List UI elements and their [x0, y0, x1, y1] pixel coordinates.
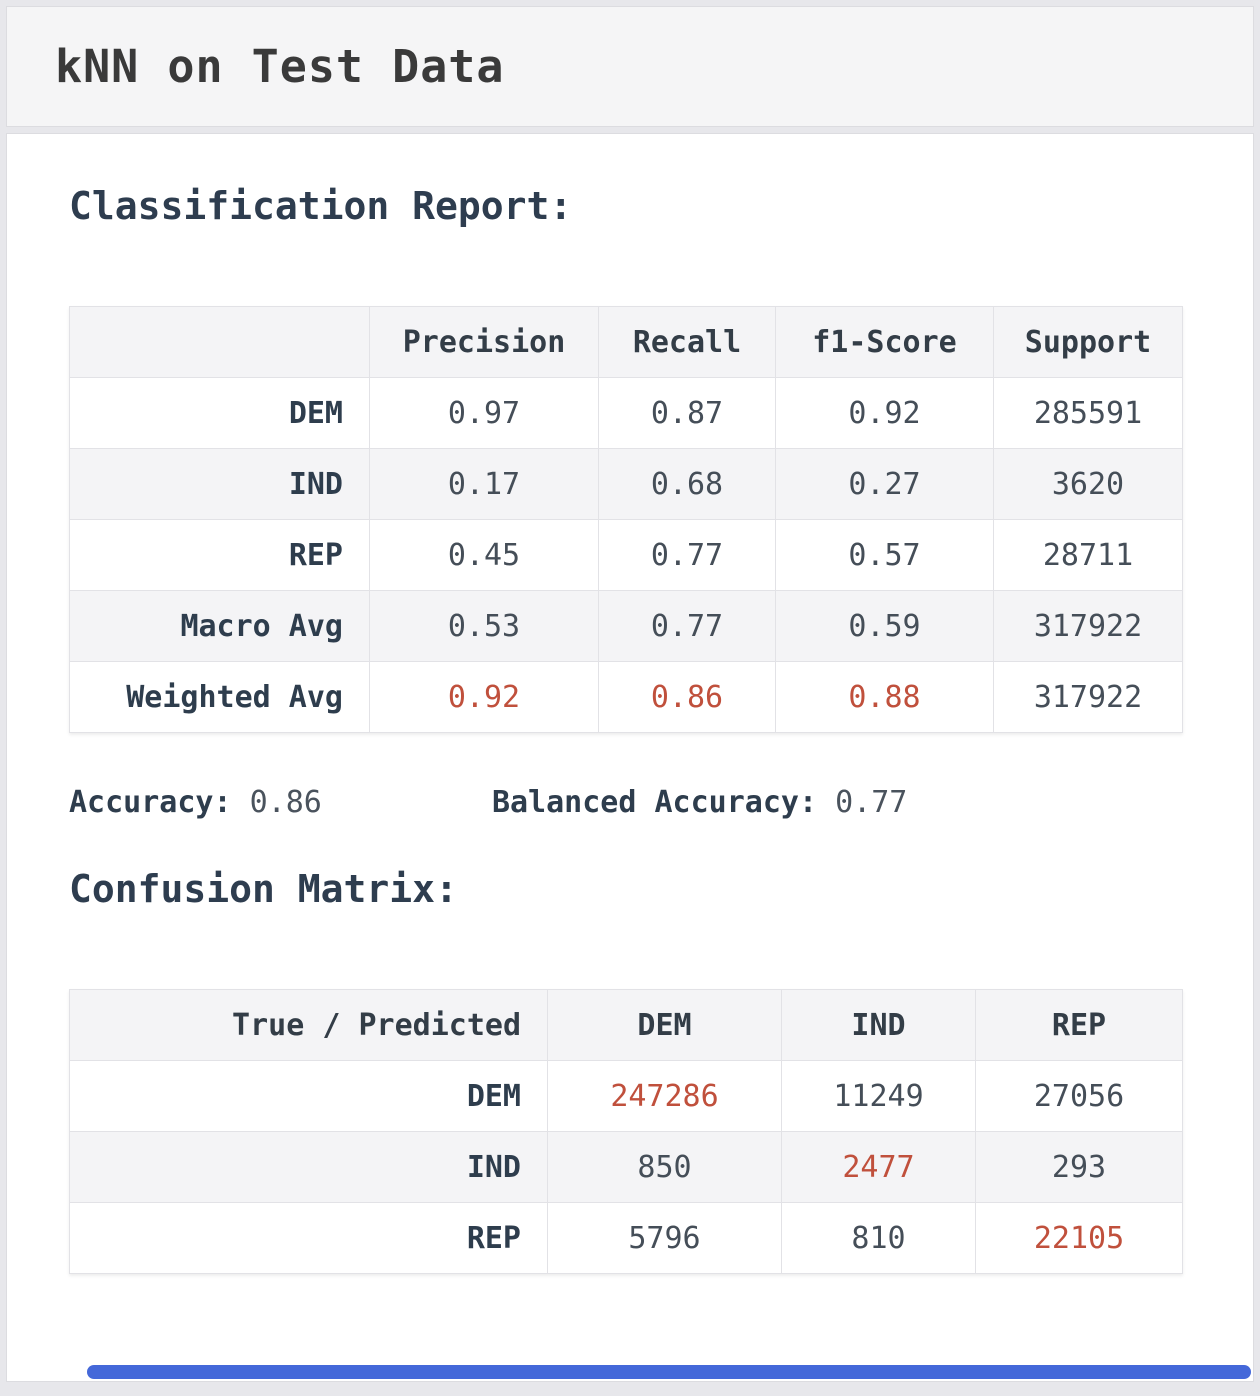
confusion-matrix-heading: Confusion Matrix: — [69, 867, 458, 911]
metric-cell: 3620 — [993, 448, 1183, 520]
matrix-cell: 850 — [547, 1131, 782, 1203]
metric-cell: 0.45 — [369, 519, 599, 591]
row-label-cell: REP — [69, 519, 370, 591]
column-header-precision: Precision — [369, 306, 599, 378]
classification-report-table: Precision Recall f1-Score Support DEM 0.… — [69, 306, 1183, 733]
table-row: DEM 0.97 0.87 0.92 285591 — [69, 377, 1183, 449]
row-label-cell: IND — [69, 1131, 548, 1203]
column-header-f1-score: f1-Score — [775, 306, 994, 378]
metric-cell-highlighted: 0.88 — [775, 661, 994, 733]
row-label-cell: Macro Avg — [69, 590, 370, 662]
metric-cell: 0.68 — [598, 448, 776, 520]
accuracy-summary: Accuracy: 0.86 Balanced Accuracy: 0.77 — [69, 785, 1253, 820]
table-row: DEM 247286 11249 27056 — [69, 1060, 1183, 1132]
horizontal-scrollbar-thumb[interactable] — [87, 1365, 1251, 1379]
matrix-cell: 5796 — [547, 1202, 782, 1274]
table-header-row: Precision Recall f1-Score Support — [69, 306, 1183, 378]
matrix-cell-diagonal: 2477 — [781, 1131, 976, 1203]
balanced-accuracy-value: 0.77 — [835, 785, 908, 820]
metric-cell: 28711 — [993, 519, 1183, 591]
table-row: REP 0.45 0.77 0.57 28711 — [69, 519, 1183, 591]
metric-cell: 317922 — [993, 661, 1183, 733]
page-title: kNN on Test Data — [55, 40, 505, 93]
matrix-cell: 11249 — [781, 1060, 976, 1132]
accuracy-label: Accuracy: — [69, 785, 232, 820]
column-header-rep: REP — [975, 989, 1183, 1061]
table-row: Macro Avg 0.53 0.77 0.59 317922 — [69, 590, 1183, 662]
header-bar: kNN on Test Data — [6, 6, 1254, 127]
metric-cell: 0.57 — [775, 519, 994, 591]
metric-cell: 0.77 — [598, 590, 776, 662]
row-label-cell: REP — [69, 1202, 548, 1274]
metric-cell: 0.17 — [369, 448, 599, 520]
row-label-cell: DEM — [69, 377, 370, 449]
table-row: Weighted Avg 0.92 0.86 0.88 317922 — [69, 661, 1183, 733]
confusion-matrix-table: True / Predicted DEM IND REP DEM 247286 … — [69, 989, 1183, 1274]
corner-cell — [69, 306, 370, 378]
table-row: IND 0.17 0.68 0.27 3620 — [69, 448, 1183, 520]
column-header-true-predicted: True / Predicted — [69, 989, 548, 1061]
metric-cell: 285591 — [993, 377, 1183, 449]
table-header-row: True / Predicted DEM IND REP — [69, 989, 1183, 1061]
table-row: IND 850 2477 293 — [69, 1131, 1183, 1203]
metric-cell: 0.92 — [775, 377, 994, 449]
column-header-recall: Recall — [598, 306, 776, 378]
column-header-dem: DEM — [547, 989, 782, 1061]
table-row: REP 5796 810 22105 — [69, 1202, 1183, 1274]
metric-cell: 0.87 — [598, 377, 776, 449]
metric-cell: 0.77 — [598, 519, 776, 591]
metric-cell-highlighted: 0.86 — [598, 661, 776, 733]
row-label-cell: Weighted Avg — [69, 661, 370, 733]
row-label-cell: DEM — [69, 1060, 548, 1132]
metric-cell: 0.27 — [775, 448, 994, 520]
column-header-ind: IND — [781, 989, 976, 1061]
metric-cell: 0.53 — [369, 590, 599, 662]
row-label-cell: IND — [69, 448, 370, 520]
matrix-cell: 810 — [781, 1202, 976, 1274]
metric-cell: 317922 — [993, 590, 1183, 662]
metric-cell: 0.59 — [775, 590, 994, 662]
balanced-accuracy-label: Balanced Accuracy: — [491, 785, 818, 820]
matrix-cell-diagonal: 247286 — [547, 1060, 782, 1132]
column-header-support: Support — [993, 306, 1183, 378]
report-card: Classification Report: Precision Recall … — [6, 133, 1254, 1382]
accuracy-value: 0.86 — [249, 785, 322, 820]
matrix-cell: 27056 — [975, 1060, 1183, 1132]
classification-report-heading: Classification Report: — [69, 184, 573, 228]
metric-cell: 0.97 — [369, 377, 599, 449]
matrix-cell: 293 — [975, 1131, 1183, 1203]
matrix-cell-diagonal: 22105 — [975, 1202, 1183, 1274]
metric-cell-highlighted: 0.92 — [369, 661, 599, 733]
